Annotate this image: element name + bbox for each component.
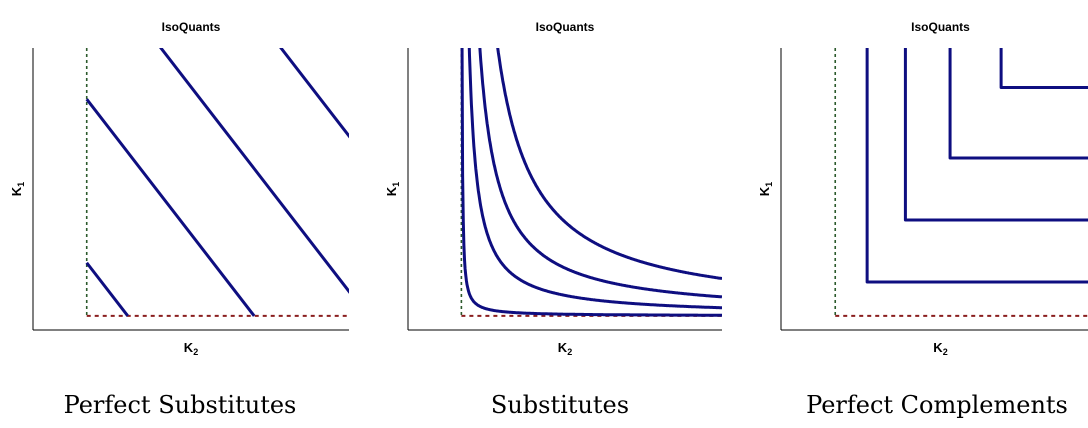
isoquant-curve-2 [903, 48, 1088, 222]
isoquant-curve-3 [159, 48, 349, 294]
x-axis-label: K2 [933, 340, 947, 357]
isoquant-curve-2 [85, 98, 256, 317]
isoquant-curve-4 [279, 48, 349, 139]
isoquant-curve-1 [865, 48, 1088, 284]
panel-caption: Perfect Complements [806, 391, 1068, 419]
chart-title: IsoQuants [911, 20, 970, 34]
isoquant-curve-4 [496, 48, 722, 280]
chart-panel-1: IsoQuants K2 K1 Perfect Substitutes [9, 20, 349, 419]
y-axis-label: K1 [9, 182, 26, 196]
isoquant-curve-3 [478, 48, 722, 299]
x-axis-label: K2 [558, 340, 572, 357]
isoquant-curve-3 [948, 48, 1088, 160]
chart-panel-2: IsoQuants K2 K1 Substitutes [384, 20, 722, 419]
chart-title: IsoQuants [162, 20, 221, 34]
isoquant-curve-2 [467, 48, 722, 310]
chart-panel-3: IsoQuants K2 K1 Perfect Complements [757, 20, 1088, 419]
isoquant-curve-4 [999, 48, 1088, 89]
y-axis-label: K1 [757, 182, 774, 196]
chart-title: IsoQuants [536, 20, 595, 34]
isoquant-curve-1 [460, 48, 722, 317]
y-axis-label: K1 [384, 182, 401, 196]
panel-caption: Perfect Substitutes [64, 391, 297, 419]
panel-caption: Substitutes [491, 391, 629, 419]
isoquant-curve-1 [85, 261, 129, 317]
x-axis-label: K2 [184, 340, 198, 357]
